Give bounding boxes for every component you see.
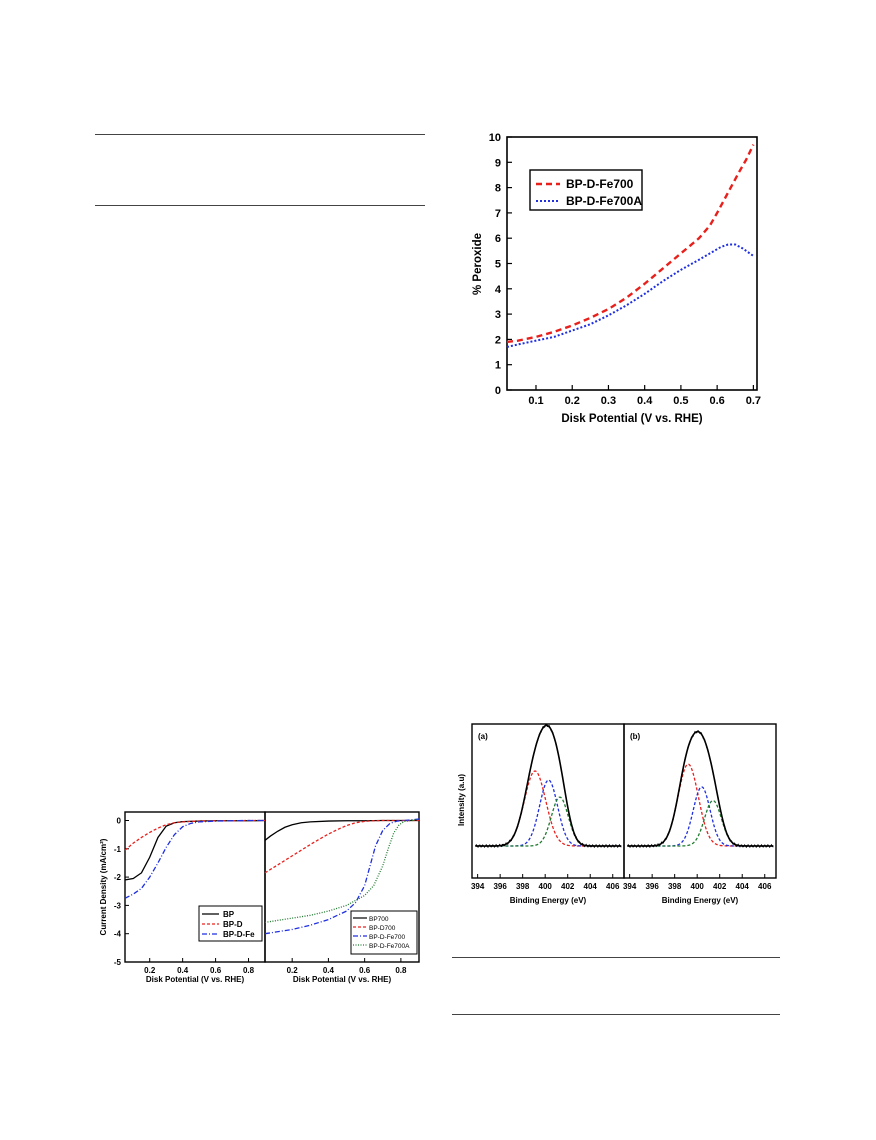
lsv-left-x-tick-label: 0.6: [210, 966, 222, 975]
peroxide-x-tick-label: 0.1: [528, 395, 543, 407]
lsv-right-x-tick-label: 0.4: [323, 966, 335, 975]
peroxide-x-tick-label: 0.7: [746, 395, 761, 407]
peroxide-legend: BP-D-Fe700 BP-D-Fe700A: [529, 169, 643, 211]
lsv-left-x-tick-label: 0.4: [177, 966, 189, 975]
lsv-y-tick-label: 0: [117, 816, 122, 825]
legend-label-bp: BP: [223, 910, 235, 919]
xps-a-component-peak: [475, 796, 622, 847]
xps-a-x-tick-label: 398: [516, 882, 530, 891]
lsv-right-x-label: Disk Potential (V vs. RHE): [293, 975, 392, 984]
xps-b-x-tick-label: 400: [691, 882, 705, 891]
peroxide-legend-box: [529, 169, 643, 211]
xps-a-x-tick-label: 404: [584, 882, 598, 891]
lsv-right-series-bp-d-fe700: [264, 818, 420, 935]
xps-a-x-tick-label: 396: [493, 882, 507, 891]
xps-a-envelope: [475, 724, 622, 847]
xps-a-component-peak: [475, 770, 622, 847]
xps-b-x-tick-label: 398: [668, 882, 682, 891]
lsv-y-label: Current Density (mA/cm²): [99, 838, 108, 935]
legend-label-bp-d-fe700a: BP-D-Fe700A: [566, 194, 642, 208]
legend-label-lsv-bp-d-fe700a: BP-D-Fe700A: [369, 943, 410, 950]
peroxide-y-tick-label: 9: [495, 157, 501, 169]
lsv-right-frame: [264, 811, 420, 963]
peroxide-x-tick-label: 0.3: [601, 395, 616, 407]
peroxide-y-tick-label: 10: [489, 132, 501, 144]
xps-a-x-tick-label: 394: [471, 882, 485, 891]
xps-b-x-tick-label: 404: [736, 882, 750, 891]
xps-x-label-b: Binding Energy (eV): [662, 896, 739, 905]
lsv-left-x-tick-label: 0.8: [243, 966, 255, 975]
lsv-right-x-tick-label: 0.2: [287, 966, 299, 975]
top-left-rule-2: [95, 205, 425, 206]
xps-b-x-tick-label: 406: [758, 882, 772, 891]
peroxide-y-tick-label: 5: [495, 259, 501, 271]
lsv-y-tick-label: -1: [114, 845, 122, 854]
lsv-y-tick-label: -5: [114, 958, 122, 967]
lsv-y-tick-label: -3: [114, 901, 122, 910]
lsv-left-x-tick-label: 0.2: [144, 966, 156, 975]
peroxide-y-tick-label: 8: [495, 183, 501, 195]
peroxide-x-tick-label: 0.2: [565, 395, 580, 407]
xps-b-component-peak: [627, 786, 774, 847]
legend-label-bp-d-fe: BP-D-Fe: [223, 930, 255, 939]
peroxide-y-tick-label: 6: [495, 233, 501, 245]
lsv-left-series-bp: [124, 819, 266, 881]
peroxide-y-tick-label: 1: [495, 360, 501, 372]
peroxide-y-tick-label: 2: [495, 334, 501, 346]
lsv-right-series-bp700: [264, 819, 419, 841]
top-left-rule-1: [95, 134, 425, 135]
peroxide-y-tick-label: 4: [495, 284, 502, 296]
xps-b-x-tick-label: 402: [713, 882, 727, 891]
peroxide-y-tick-label: 0: [495, 385, 501, 397]
lsv-left-x-label: Disk Potential (V vs. RHE): [146, 975, 245, 984]
lsv-right-legend: BP700 BP-D700 BP-D-Fe700 BP-D-Fe700A: [350, 910, 418, 955]
lsv-right-x-tick-label: 0.6: [359, 966, 371, 975]
peroxide-y-label: % Peroxide: [472, 233, 484, 295]
peroxide-y-tick-label: 7: [495, 208, 501, 220]
peroxide-series-bp-d-fe700: [506, 144, 755, 344]
lsv-right-x-tick-label: 0.8: [395, 966, 407, 975]
xps-b-component-peak: [627, 763, 774, 847]
lsv-y-tick-label: -4: [114, 930, 122, 939]
legend-label-bp-d700: BP-D700: [369, 925, 396, 932]
lsv-left-legend: BP BP-D BP-D-Fe: [198, 905, 263, 942]
lsv-right-series-bp-d-fe700a: [264, 818, 420, 924]
xps-left-frame: [471, 723, 625, 879]
xps-b-x-tick-label: 394: [623, 882, 637, 891]
xps-a-x-tick-label: 402: [561, 882, 575, 891]
peroxide-x-label: Disk Potential (V vs. RHE): [561, 413, 702, 425]
xps-b-component-peak: [627, 799, 774, 847]
bottom-right-rule-1: [452, 957, 780, 958]
xps-a-raw-spectrum: [475, 723, 622, 849]
lsv-y-tick-label: -2: [114, 873, 122, 882]
legend-label-lsv-bp-d-fe700: BP-D-Fe700: [369, 934, 406, 941]
peroxide-chart: 0.1 0.2 0.3 0.4 0.5 0.6 0.7 0 1 2 3 4 5 6 7 8 9 10 BP-D-F…: [472, 132, 761, 425]
legend-label-bp-d: BP-D: [223, 920, 243, 929]
lsv-left-series-bp-d-fe: [124, 819, 265, 899]
bottom-right-rule-2: [452, 1014, 780, 1015]
xps-x-label-a: Binding Energy (eV): [510, 896, 587, 905]
peroxide-x-tick-label: 0.4: [637, 395, 653, 407]
xps-b-envelope: [627, 730, 774, 847]
xps-right-frame: [623, 723, 777, 879]
legend-label-bp-d-fe700: BP-D-Fe700: [566, 177, 634, 191]
lsv-left-series-bp-d: [124, 819, 265, 851]
lsv-right-series-bp-d700: [264, 819, 419, 874]
xps-panel-a-label: (a): [478, 732, 488, 741]
xps-a-x-tick-label: 406: [606, 882, 620, 891]
xps-y-label: Intensity (a.u): [457, 774, 466, 826]
legend-label-bp700: BP700: [369, 916, 389, 923]
xps-a-x-tick-label: 400: [539, 882, 553, 891]
peroxide-x-tick-label: 0.6: [709, 395, 724, 407]
peroxide-x-tick-label: 0.5: [673, 395, 688, 407]
peroxide-series-bp-d-fe700a: [506, 243, 754, 348]
peroxide-y-tick-label: 3: [495, 309, 501, 321]
xps-chart: 394 396 398 400 402 404 406 394 396 398 400 402 404 4…: [457, 723, 777, 905]
xps-b-x-tick-label: 396: [645, 882, 659, 891]
xps-panel-b-label: (b): [630, 732, 641, 741]
lsv-chart: 0.2 0.4 0.6 0.8 0.2 0.4 0.6 0.8 0 -1 -2 -3 -4 -5 BP B…: [99, 811, 420, 984]
